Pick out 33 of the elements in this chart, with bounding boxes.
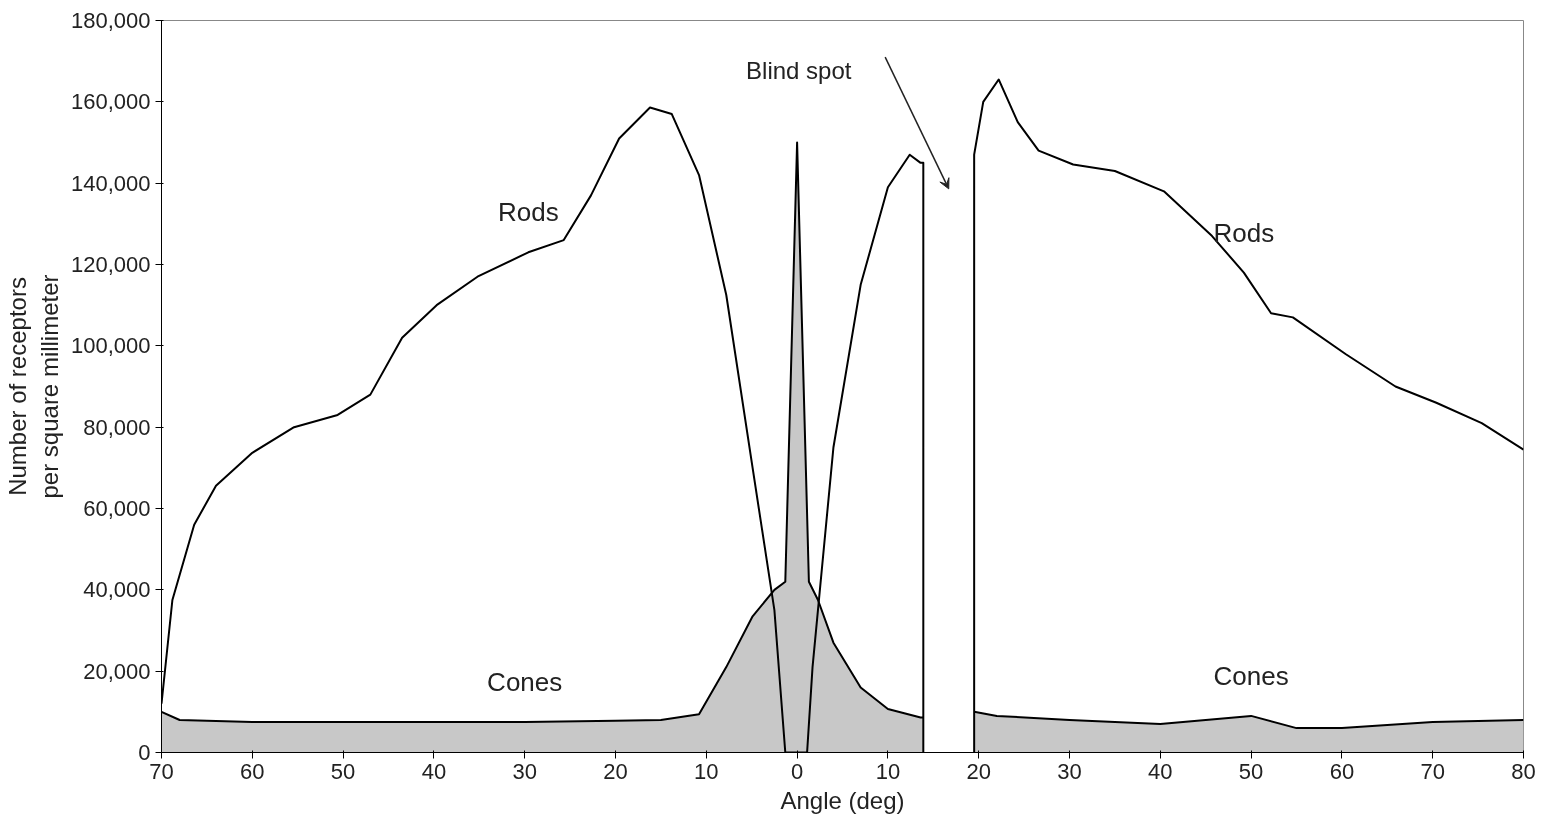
x-tick-label: 30 [512, 758, 537, 784]
x-tick-label: 0 [790, 758, 804, 784]
annotation: Rods [1213, 217, 1275, 248]
x-tick-label: 40 [1148, 758, 1173, 784]
y-tick-label: 100,000 [70, 333, 151, 359]
x-tick-label: 60 [1329, 758, 1355, 784]
y-tick-label: 140,000 [70, 170, 151, 196]
x-tick-label: 10 [875, 758, 901, 784]
x-axis-title: Angle (deg) [780, 786, 905, 814]
x-tick-label: 50 [1238, 758, 1264, 784]
y-tick-label: 20,000 [83, 658, 151, 684]
x-tick-label: 20 [966, 758, 991, 784]
y-tick-label: 40,000 [83, 577, 151, 603]
x-tick-label: 70 [149, 758, 174, 784]
x-tick-label: 60 [240, 758, 265, 784]
x-tick-label: 40 [421, 758, 447, 784]
x-tick-label: 80 [1511, 758, 1536, 784]
y-tick-label: 60,000 [83, 496, 151, 521]
annotation: Cones [487, 667, 563, 697]
x-tick-label: 30 [1057, 758, 1082, 784]
annotation: Rods [497, 197, 559, 228]
annotation: Cones [1213, 660, 1289, 691]
y-tick-label: 180,000 [70, 8, 151, 33]
y-tick-label: 0 [138, 740, 151, 765]
y-axis-title: Number of receptors per square millimeter [3, 274, 63, 499]
x-tick-label: 70 [1420, 758, 1445, 784]
x-tick-label: 20 [603, 758, 628, 784]
y-tick-label: 120,000 [70, 252, 151, 277]
annotation: Blind spot [746, 56, 852, 84]
x-tick-label: 50 [330, 758, 356, 784]
x-tick-label: 10 [694, 758, 719, 784]
y-tick-label: 80,000 [83, 414, 151, 440]
y-tick-label: 160,000 [70, 89, 151, 115]
